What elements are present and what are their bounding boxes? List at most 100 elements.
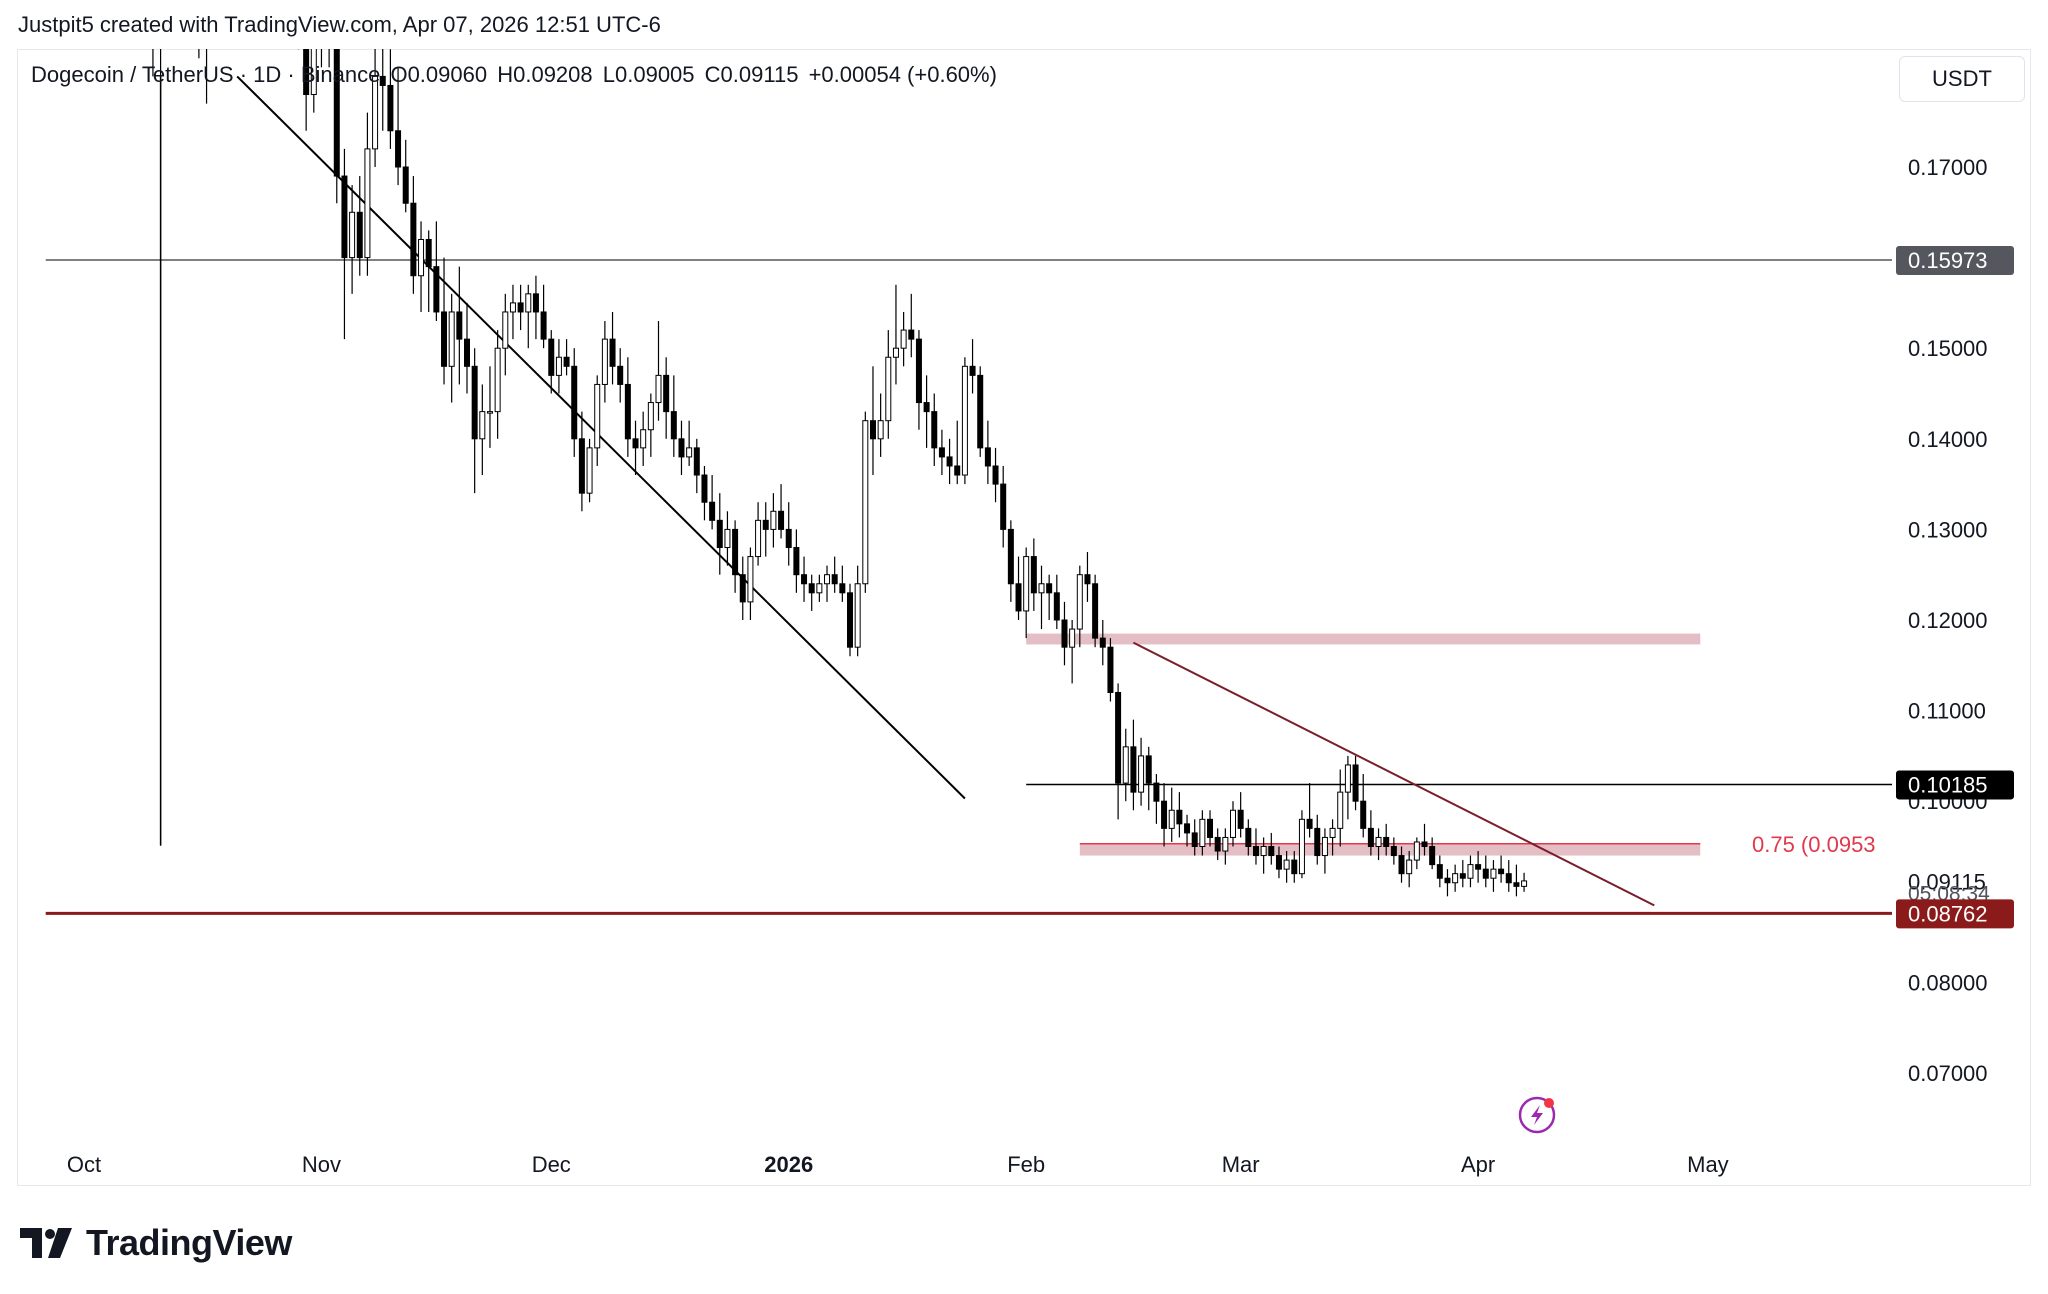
candle-body [372, 75, 379, 150]
candle-body [1000, 483, 1007, 530]
candle-body [877, 420, 884, 440]
candle-body [1199, 818, 1206, 848]
candle-body [1291, 859, 1298, 875]
candle-body [824, 574, 831, 585]
y-tick-label: 0.11000 [1908, 699, 1986, 724]
candle-body [456, 311, 463, 340]
chart-annotations [45, 75, 1892, 915]
candle-body [349, 211, 356, 259]
candle-body [1122, 746, 1129, 784]
candle-body [1521, 880, 1528, 887]
candle-body [1053, 592, 1060, 621]
axes: 0.17000 0.15000 0.14000 0.13000 0.12000 0.110… [67, 155, 2014, 1177]
candle-body [923, 402, 930, 413]
candle-body [908, 329, 915, 340]
price-label-text: 0.15973 [1908, 248, 1988, 273]
ohlc-legend: Dogecoin / TetherUS · 1D · Binance O0.09… [31, 62, 1001, 88]
candle-body [1429, 846, 1436, 866]
candle-body [1398, 855, 1405, 875]
candle-body [563, 356, 570, 367]
candle-body [578, 438, 585, 494]
candle-body [1444, 877, 1451, 884]
candle-body [502, 311, 509, 349]
symbol-title[interactable]: Dogecoin / TetherUS · 1D · Binance [31, 62, 381, 87]
candle-body [1513, 882, 1520, 887]
candle-body [1069, 628, 1076, 648]
candle-body [1076, 574, 1083, 630]
candle-body [732, 528, 739, 576]
candle-body [1306, 818, 1313, 829]
candle-body [594, 383, 601, 449]
candle-body [1168, 809, 1175, 829]
candle-body [839, 583, 846, 594]
candle-body [1482, 868, 1489, 879]
candle-body [532, 293, 539, 313]
candle-body [992, 465, 999, 485]
tradingview-logo[interactable]: TradingView [20, 1222, 292, 1264]
candle-body [693, 447, 700, 476]
x-tick-label: Oct [67, 1152, 101, 1177]
candle-body [1360, 800, 1367, 829]
chart-credit: Justpit5 created with TradingView.com, A… [18, 12, 661, 37]
candle-body [1490, 868, 1497, 879]
candle-body [1337, 791, 1344, 829]
candle-body [410, 202, 417, 277]
candle-body [1138, 755, 1145, 793]
candle-body [327, 22, 332, 40]
candle-body [1406, 859, 1413, 875]
candle-body [709, 501, 716, 521]
candle-body [319, 22, 324, 40]
candle-body [793, 547, 800, 576]
candle-body [1268, 846, 1275, 857]
candle-body [555, 356, 562, 376]
candle-body [1436, 864, 1443, 879]
candle-body [1222, 836, 1229, 852]
candle-body [540, 311, 547, 340]
currency-button[interactable]: USDT [1899, 56, 2025, 102]
candle-body [494, 347, 501, 413]
candle-body [1099, 637, 1106, 648]
trendline [236, 75, 966, 800]
candle-body [1130, 746, 1137, 793]
candle-body [1153, 782, 1160, 802]
candle-body [1230, 809, 1236, 838]
candle-body [196, 0, 201, 22]
candle-body [296, 0, 301, 22]
candle-body [854, 583, 861, 648]
y-tick-label: 0.17000 [1908, 155, 1988, 180]
candle-body [847, 592, 853, 648]
candle-body [670, 411, 677, 440]
candle-body [464, 338, 470, 367]
candle-body [716, 519, 723, 549]
candle-body [364, 148, 371, 259]
candle-body [816, 583, 823, 594]
candle-body [212, 0, 217, 22]
candle-body [1145, 755, 1152, 784]
price-label-badge [1896, 246, 2014, 276]
candle-body [1421, 841, 1428, 847]
price-label-badge [1896, 770, 2014, 800]
y-tick-label: 0.08000 [1908, 970, 1988, 995]
candle-body [517, 302, 524, 313]
candle-body [379, 75, 386, 86]
alert-icon-ring [1518, 1096, 1556, 1134]
candle-body [1038, 583, 1045, 594]
candle-body [1475, 864, 1482, 870]
candle-body [755, 519, 762, 558]
candle-body [1375, 836, 1382, 848]
price-label-text: 0.08762 [1908, 901, 1988, 926]
open-value: O0.09060 [390, 62, 488, 87]
candle-body [801, 574, 808, 585]
x-tick-label: 2026 [764, 1152, 813, 1177]
candle-body [915, 338, 922, 404]
candle-body [1023, 556, 1030, 612]
candle-body [961, 365, 968, 476]
candle-body [1314, 827, 1321, 857]
candle-body [931, 411, 938, 449]
alert-icon-dot [1544, 1098, 1554, 1108]
candle-body [471, 365, 478, 440]
change-value: +0.00054 (+0.60%) [808, 62, 997, 87]
candle-body [441, 311, 448, 367]
candle-body [647, 402, 654, 431]
